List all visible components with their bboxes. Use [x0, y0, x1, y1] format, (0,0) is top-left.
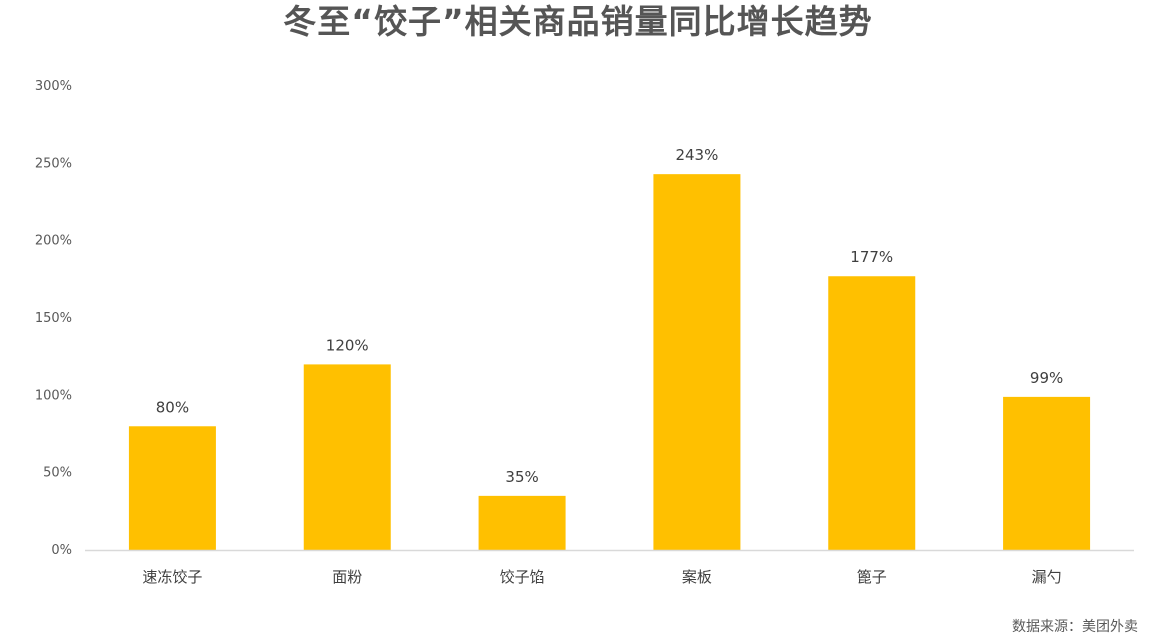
bars	[128, 174, 1091, 550]
bar	[653, 174, 741, 550]
y-tick-label: 300%	[35, 79, 72, 94]
y-tick-label: 50%	[43, 466, 72, 481]
chart-title: 冬至“饺子”相关商品销量同比增长趋势	[283, 2, 873, 41]
bar	[128, 426, 216, 550]
bar	[303, 364, 391, 550]
source-note: 数据来源：美团外卖	[1012, 619, 1138, 635]
y-tick-label: 200%	[35, 234, 72, 249]
x-tick-label: 饺子馅	[500, 568, 545, 586]
x-tick-label: 案板	[682, 568, 712, 586]
x-tick-label: 漏勺	[1032, 568, 1062, 586]
x-tick-label: 面粉	[332, 568, 362, 586]
value-labels: 80% 120% 35% 243% 177% 99%	[156, 146, 1064, 486]
data-label: 99%	[1030, 369, 1063, 387]
x-tick-label: 速冻饺子	[142, 568, 202, 586]
y-tick-label: 250%	[35, 156, 72, 171]
y-axis: 0% 50% 100% 150% 200% 250% 300%	[35, 79, 72, 558]
x-axis: 速冻饺子 面粉 饺子馅 案板 篦子 漏勺	[85, 549, 1134, 586]
bar	[478, 495, 566, 550]
data-label: 35%	[505, 468, 538, 486]
y-tick-label: 0%	[51, 543, 72, 558]
bar	[1003, 396, 1091, 550]
y-tick-label: 100%	[35, 388, 72, 403]
x-tick-label: 篦子	[857, 568, 887, 586]
bar	[828, 276, 916, 550]
data-label: 243%	[675, 146, 718, 164]
y-tick-label: 150%	[35, 311, 72, 326]
data-label: 80%	[156, 398, 189, 416]
data-label: 120%	[326, 336, 369, 354]
data-label: 177%	[850, 248, 893, 266]
